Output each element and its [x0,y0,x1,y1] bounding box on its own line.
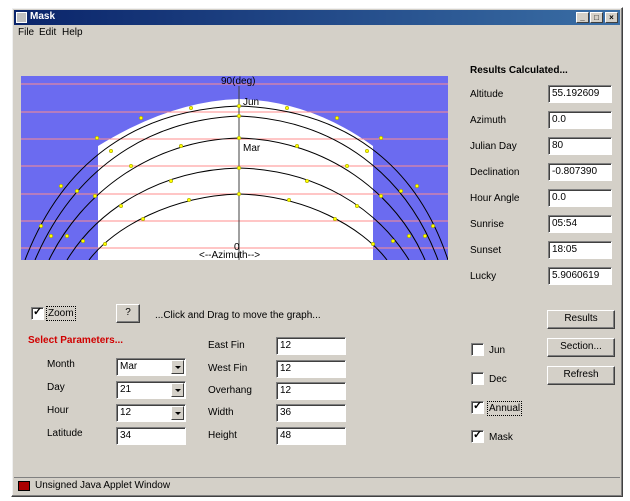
mask-label[interactable]: Mask [489,432,513,443]
window-icon [16,12,27,23]
annual-label[interactable]: Annual [486,401,523,416]
label-jun: Jun [243,97,259,108]
day-value: 21 [120,384,132,395]
help-button[interactable]: ? [116,304,140,323]
west-fin-label: West Fin [208,363,248,374]
result-value-field[interactable]: 0.0 [548,111,612,129]
label-mar: Mar [243,143,261,154]
window-title: Mask [30,11,56,22]
results-button[interactable]: Results [547,310,615,329]
width-label: Width [208,407,234,418]
zoom-label[interactable]: Zoom [46,306,76,321]
jun-checkbox[interactable] [471,343,484,356]
minimize-button[interactable]: _ [576,12,589,23]
latitude-input[interactable]: 34 [116,427,186,445]
month-label: Month [47,359,75,370]
result-label: Julian Day [470,141,517,152]
hour-value: 12 [120,407,132,418]
label-90deg: 90(deg) [221,76,255,87]
menu-file[interactable]: File [18,27,35,38]
maximize-button[interactable]: □ [590,12,603,23]
day-dropdown-arrow-icon[interactable] [171,383,184,397]
sun-path-graph[interactable]: 90(deg) Jun Mar 0 <--Azimuth--> [21,76,448,260]
result-label: Declination [470,167,520,178]
close-button[interactable]: × [605,12,618,23]
zoom-check-mark: ✓ [33,306,43,318]
day-select[interactable]: 21 [116,381,186,399]
results-heading: Results Calculated... [470,65,568,76]
zoom-checkbox[interactable]: ✓ [31,306,44,320]
width-input[interactable]: 36 [276,404,346,422]
day-label: Day [47,382,65,393]
overhang-label: Overhang [208,385,252,396]
latitude-label: Latitude [47,428,83,439]
dec-label[interactable]: Dec [489,374,507,385]
east-fin-input[interactable]: 12 [276,337,346,355]
month-dropdown-arrow-icon[interactable] [171,360,184,374]
result-label: Lucky [470,271,497,282]
result-label: Sunrise [470,219,504,230]
west-fin-input[interactable]: 12 [276,360,346,378]
result-value-field[interactable]: 05:54 [548,215,612,233]
result-label: Azimuth [470,115,507,126]
select-parameters-label: Select Parameters... [28,335,124,346]
menu-edit[interactable]: Edit [39,27,57,38]
mask-checkbox[interactable]: ✓ [471,429,484,443]
refresh-button[interactable]: Refresh [547,366,615,385]
status-text: Unsigned Java Applet Window [35,480,171,491]
menu-help[interactable]: Help [62,27,83,38]
result-label: Altitude [470,89,504,100]
hour-label: Hour [47,405,69,416]
label-azimuth: <--Azimuth--> [199,250,260,260]
result-value-field[interactable]: 55.192609 [548,85,612,103]
applet-window: Mask _ □ × File Edit Help [11,7,623,497]
dec-checkbox[interactable] [471,372,484,385]
annual-checkbox[interactable]: ✓ [471,400,484,414]
result-label: Hour Angle [470,193,520,204]
label-zero: 0 [234,242,240,253]
drag-hint: ...Click and Drag to move the graph... [155,310,321,321]
result-value-field[interactable]: 80 [548,137,612,155]
overhang-input[interactable]: 12 [276,382,346,400]
height-input[interactable]: 48 [276,427,346,445]
jun-label[interactable]: Jun [489,345,506,356]
east-fin-label: East Fin [208,340,245,351]
applet-warning-icon [18,481,30,491]
section-button[interactable]: Section... [547,338,615,357]
mask-check-mark: ✓ [473,429,483,441]
result-label: Sunset [470,245,502,256]
status-bar: Unsigned Java Applet Window [14,477,620,494]
result-value-field[interactable]: 5.9060619 [548,267,612,285]
result-value-field[interactable]: 18:05 [548,241,612,259]
month-value: Mar [120,361,138,372]
hour-select[interactable]: 12 [116,404,186,422]
height-label: Height [208,430,237,441]
month-select[interactable]: Mar [116,358,186,376]
sun-hour-points [38,103,436,247]
annual-check-mark: ✓ [473,400,483,412]
title-bar[interactable]: Mask _ □ × [14,10,620,25]
result-value-field[interactable]: -0.807390 [548,163,612,181]
result-value-field[interactable]: 0.0 [548,189,612,207]
hour-dropdown-arrow-icon[interactable] [171,406,184,420]
